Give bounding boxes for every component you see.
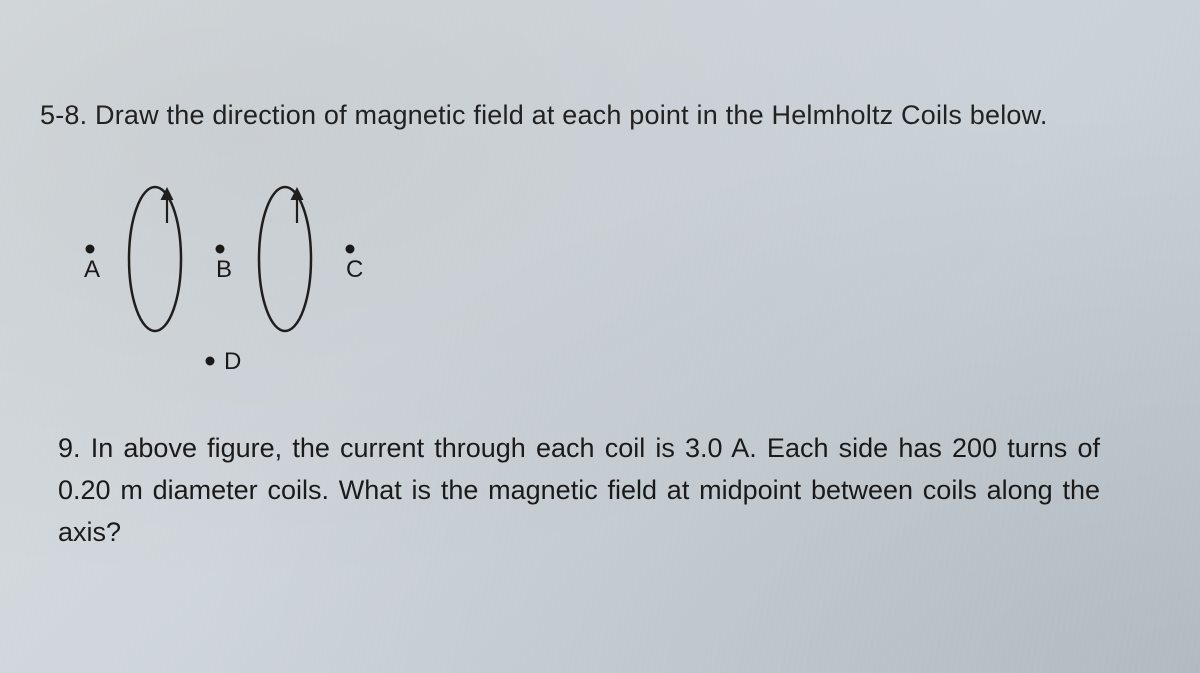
point-D-dot xyxy=(206,357,215,366)
point-A-label: A xyxy=(84,256,100,283)
question-9-text: In above figure, the current through eac… xyxy=(58,433,1100,547)
worksheet-page: 5-8. Draw the direction of magnetic fiel… xyxy=(0,0,1200,673)
point-B-dot xyxy=(216,245,225,254)
coil-2 xyxy=(259,187,311,331)
point-A-dot xyxy=(86,245,95,254)
question-5-8-number: 5-8. xyxy=(40,100,87,130)
question-5-8-text: Draw the direction of magnetic field at … xyxy=(95,100,1047,130)
point-C: C xyxy=(346,245,364,284)
point-A: A xyxy=(84,245,100,284)
helmholtz-svg: A B C D xyxy=(60,141,420,381)
point-B: B xyxy=(216,245,233,284)
point-D-label: D xyxy=(224,348,241,375)
point-C-dot xyxy=(346,245,355,254)
point-D: D xyxy=(206,348,242,375)
point-B-label: B xyxy=(216,256,232,283)
question-9-block: 9. In above figure, the current through … xyxy=(58,428,1100,554)
helmholtz-diagram: A B C D xyxy=(60,141,460,401)
question-5-8-prompt: 5-8. Draw the direction of magnetic fiel… xyxy=(40,100,1160,131)
coil-1 xyxy=(129,187,181,331)
question-9-text-wrap: 9. In above figure, the current through … xyxy=(58,428,1100,554)
point-C-label: C xyxy=(346,256,363,283)
question-9-number: 9. xyxy=(58,433,81,463)
